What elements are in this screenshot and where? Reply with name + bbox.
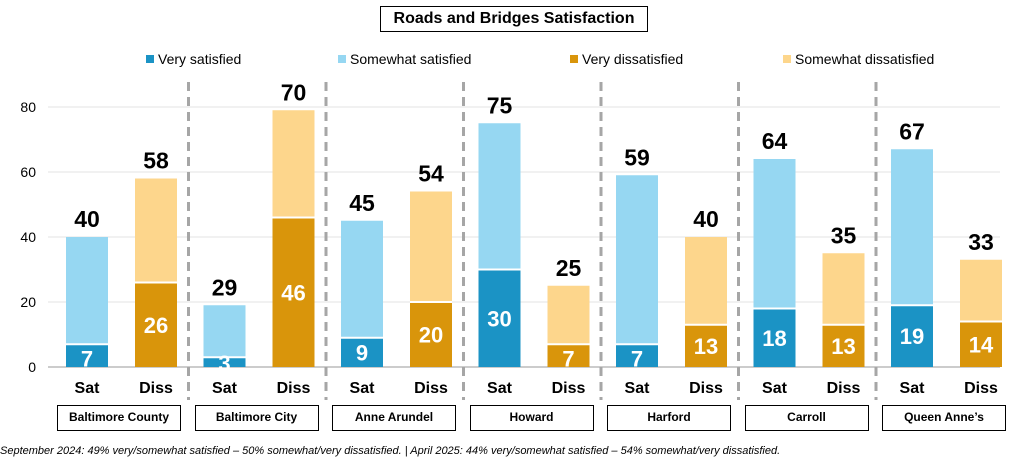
bar-total-label: 67: [899, 118, 925, 144]
y-tick-label: 60: [20, 164, 36, 180]
bar-inner-label: 18: [762, 326, 786, 351]
bar-inner-label: 14: [969, 332, 994, 357]
bar-category-label: Sat: [75, 380, 101, 397]
bar-total-label: 45: [349, 190, 375, 216]
bar-total-label: 70: [281, 79, 307, 105]
bar-segment-very: [203, 357, 246, 367]
bar-segment-very: [135, 282, 177, 367]
bar-total-label: 64: [762, 128, 788, 154]
bar-inner-label: 7: [562, 346, 574, 371]
legend-swatch: [570, 55, 578, 63]
legend-swatch: [338, 55, 346, 63]
y-tick-label: 40: [20, 229, 36, 245]
bar-segment-somewhat: [822, 253, 865, 325]
bar-segment-somewhat: [66, 237, 108, 345]
bar-total-label: 40: [74, 206, 100, 232]
legend-label: Somewhat dissatisfied: [795, 51, 934, 67]
region-label: Baltimore County: [57, 405, 181, 431]
bar-category-label: Sat: [625, 380, 651, 397]
bar-segment-somewhat: [753, 159, 796, 309]
bar-segment-very: [960, 321, 1002, 367]
bar-segment-very: [66, 344, 108, 367]
bar-segment-somewhat: [960, 259, 1002, 322]
footnote: September 2024: 49% very/somewhat satisf…: [0, 445, 781, 457]
bar-total-label: 25: [556, 255, 582, 281]
bar-inner-label: 19: [900, 324, 924, 349]
bar-category-label: Sat: [762, 380, 788, 397]
bar-category-label: Sat: [900, 380, 926, 397]
region-label: Queen Anne’s: [882, 405, 1006, 431]
legend-label: Very dissatisfied: [582, 51, 683, 67]
bar-total-label: 59: [624, 144, 650, 170]
bar-total-label: 58: [143, 148, 169, 174]
region-label: Carroll: [744, 405, 869, 431]
bar-inner-label: 13: [694, 334, 718, 359]
bar-segment-somewhat: [203, 305, 246, 358]
bar-total-label: 75: [487, 92, 513, 118]
bar-segment-somewhat: [410, 191, 452, 302]
bar-segment-very: [478, 269, 521, 367]
bar-segment-very: [410, 302, 452, 367]
region-label: Harford: [607, 405, 731, 431]
bar-inner-label: 7: [631, 346, 643, 371]
bar-category-label: Diss: [689, 380, 723, 397]
bar-segment-very: [616, 344, 658, 367]
bar-segment-somewhat: [135, 178, 177, 283]
bar-inner-label: 46: [281, 280, 305, 305]
bar-category-label: Sat: [487, 380, 513, 397]
y-tick-label: 0: [28, 359, 36, 375]
bar-segment-somewhat: [478, 123, 521, 270]
bar-segment-somewhat: [272, 110, 315, 218]
bar-inner-label: 13: [831, 334, 855, 359]
bar-category-label: Sat: [350, 380, 376, 397]
chart-title: Roads and Bridges Satisfaction: [380, 6, 648, 32]
bar-inner-label: 26: [144, 313, 168, 338]
bar-segment-very: [341, 337, 383, 367]
region-label: Baltimore City: [194, 405, 319, 431]
bar-total-label: 33: [968, 229, 994, 255]
y-tick-label: 20: [20, 294, 36, 310]
bar-category-label: Sat: [212, 380, 238, 397]
bar-total-label: 40: [693, 206, 719, 232]
bar-category-label: Diss: [414, 380, 448, 397]
bar-inner-label: 3: [218, 351, 230, 376]
region-label: Howard: [469, 405, 594, 431]
bar-category-label: Diss: [139, 380, 173, 397]
bar-segment-very: [822, 324, 865, 367]
bar-segment-somewhat: [616, 175, 658, 345]
bar-category-label: Diss: [277, 380, 311, 397]
bar-category-label: Diss: [827, 380, 861, 397]
bar-segment-somewhat: [891, 149, 933, 306]
bar-segment-somewhat: [341, 220, 383, 338]
bar-segment-very: [891, 305, 933, 367]
y-tick-label: 80: [20, 99, 36, 115]
bar-inner-label: 30: [487, 306, 511, 331]
bar-segment-very: [272, 217, 315, 367]
bar-inner-label: 20: [419, 323, 443, 348]
bar-segment-somewhat: [547, 285, 590, 345]
legend-label: Very satisfied: [158, 51, 241, 67]
bar-total-label: 29: [212, 274, 238, 300]
bar-category-label: Diss: [552, 380, 586, 397]
legend-swatch: [783, 55, 791, 63]
bar-segment-very: [547, 344, 590, 367]
legend-label: Somewhat satisfied: [350, 51, 471, 67]
bar-segment-very: [685, 324, 727, 367]
bar-segment-very: [753, 308, 796, 367]
bar-inner-label: 9: [356, 340, 368, 365]
bar-segment-somewhat: [685, 237, 727, 325]
legend-swatch: [146, 55, 154, 63]
region-label: Anne Arundel: [332, 405, 456, 431]
bar-total-label: 35: [831, 222, 857, 248]
bar-inner-label: 7: [81, 346, 93, 371]
bar-total-label: 54: [418, 161, 444, 187]
bar-category-label: Diss: [964, 380, 998, 397]
